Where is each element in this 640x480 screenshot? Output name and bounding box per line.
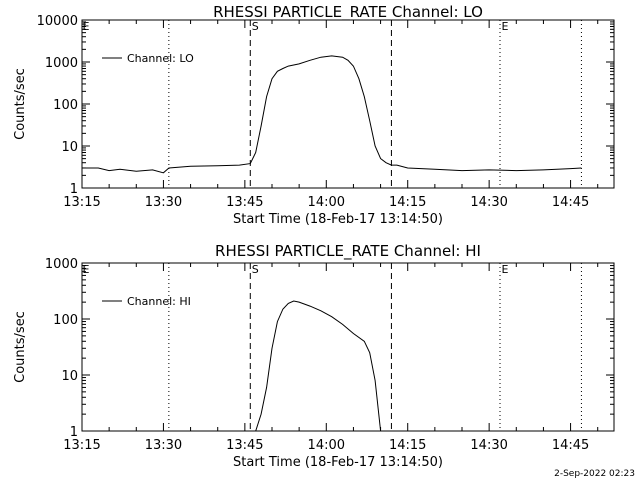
y-tick-label: 100 [53, 313, 78, 328]
plot-frame [81, 19, 615, 189]
y-tick-label: 1 [70, 425, 78, 440]
plot-frame [81, 262, 615, 432]
corner-marker-label: E [83, 263, 90, 276]
x-tick-label: 13:30 [145, 195, 182, 210]
chart-title: RHESSI PARTICLE_RATE Channel: LO [213, 3, 483, 22]
legend-label: Channel: LO [127, 52, 194, 65]
y-axis-label: Counts/sec [13, 311, 28, 383]
x-tick-label: 13:45 [226, 438, 263, 453]
series-line [82, 55, 582, 174]
chart-title: RHESSI PARTICLE_RATE Channel: HI [215, 242, 481, 261]
panel-lo: RHESSI PARTICLE_RATE Channel: LO 1 10 100 10… [13, 3, 615, 227]
x-tick-label: 14:15 [389, 195, 426, 210]
x-tick-label: 14:15 [389, 438, 426, 453]
x-tick-label: 13:15 [63, 195, 100, 210]
x-tick-label: 14:00 [308, 195, 345, 210]
y-tick-label: 1000 [45, 257, 78, 272]
footer-timestamp: 2-Sep-2022 02:23 [554, 469, 635, 479]
marker-label: E [502, 263, 509, 276]
y-tick-label: 1000 [45, 56, 78, 71]
y-tick-label: 10 [61, 140, 78, 155]
series-line [255, 300, 382, 431]
x-tick-label: 13:15 [63, 438, 100, 453]
x-tick-label: 13:45 [226, 195, 263, 210]
marker-label: S [252, 263, 259, 276]
y-tick-label: 100 [53, 98, 78, 113]
x-tick-label: 13:30 [145, 438, 182, 453]
marker-label: S [252, 20, 259, 33]
x-axis-label: Start Time (18-Feb-17 13:14:50) [233, 212, 443, 227]
y-tick-label: 10000 [37, 14, 78, 29]
marker-label: E [502, 20, 509, 33]
x-tick-label: 14:45 [552, 438, 589, 453]
x-tick-label: 14:30 [470, 438, 507, 453]
y-axis-label: Counts/sec [13, 68, 28, 140]
x-tick-label: 14:45 [552, 195, 589, 210]
y-tick-label: 1 [70, 182, 78, 197]
corner-marker-label: E [83, 20, 90, 33]
x-tick-label: 14:00 [308, 438, 345, 453]
panel-hi: RHESSI PARTICLE_RATE Channel: HI 1 10 100 10… [13, 242, 615, 470]
x-tick-label: 14:30 [470, 195, 507, 210]
legend-label: Channel: HI [127, 295, 191, 308]
y-tick-label: 10 [61, 369, 78, 384]
x-axis-label: Start Time (18-Feb-17 13:14:50) [233, 455, 443, 470]
